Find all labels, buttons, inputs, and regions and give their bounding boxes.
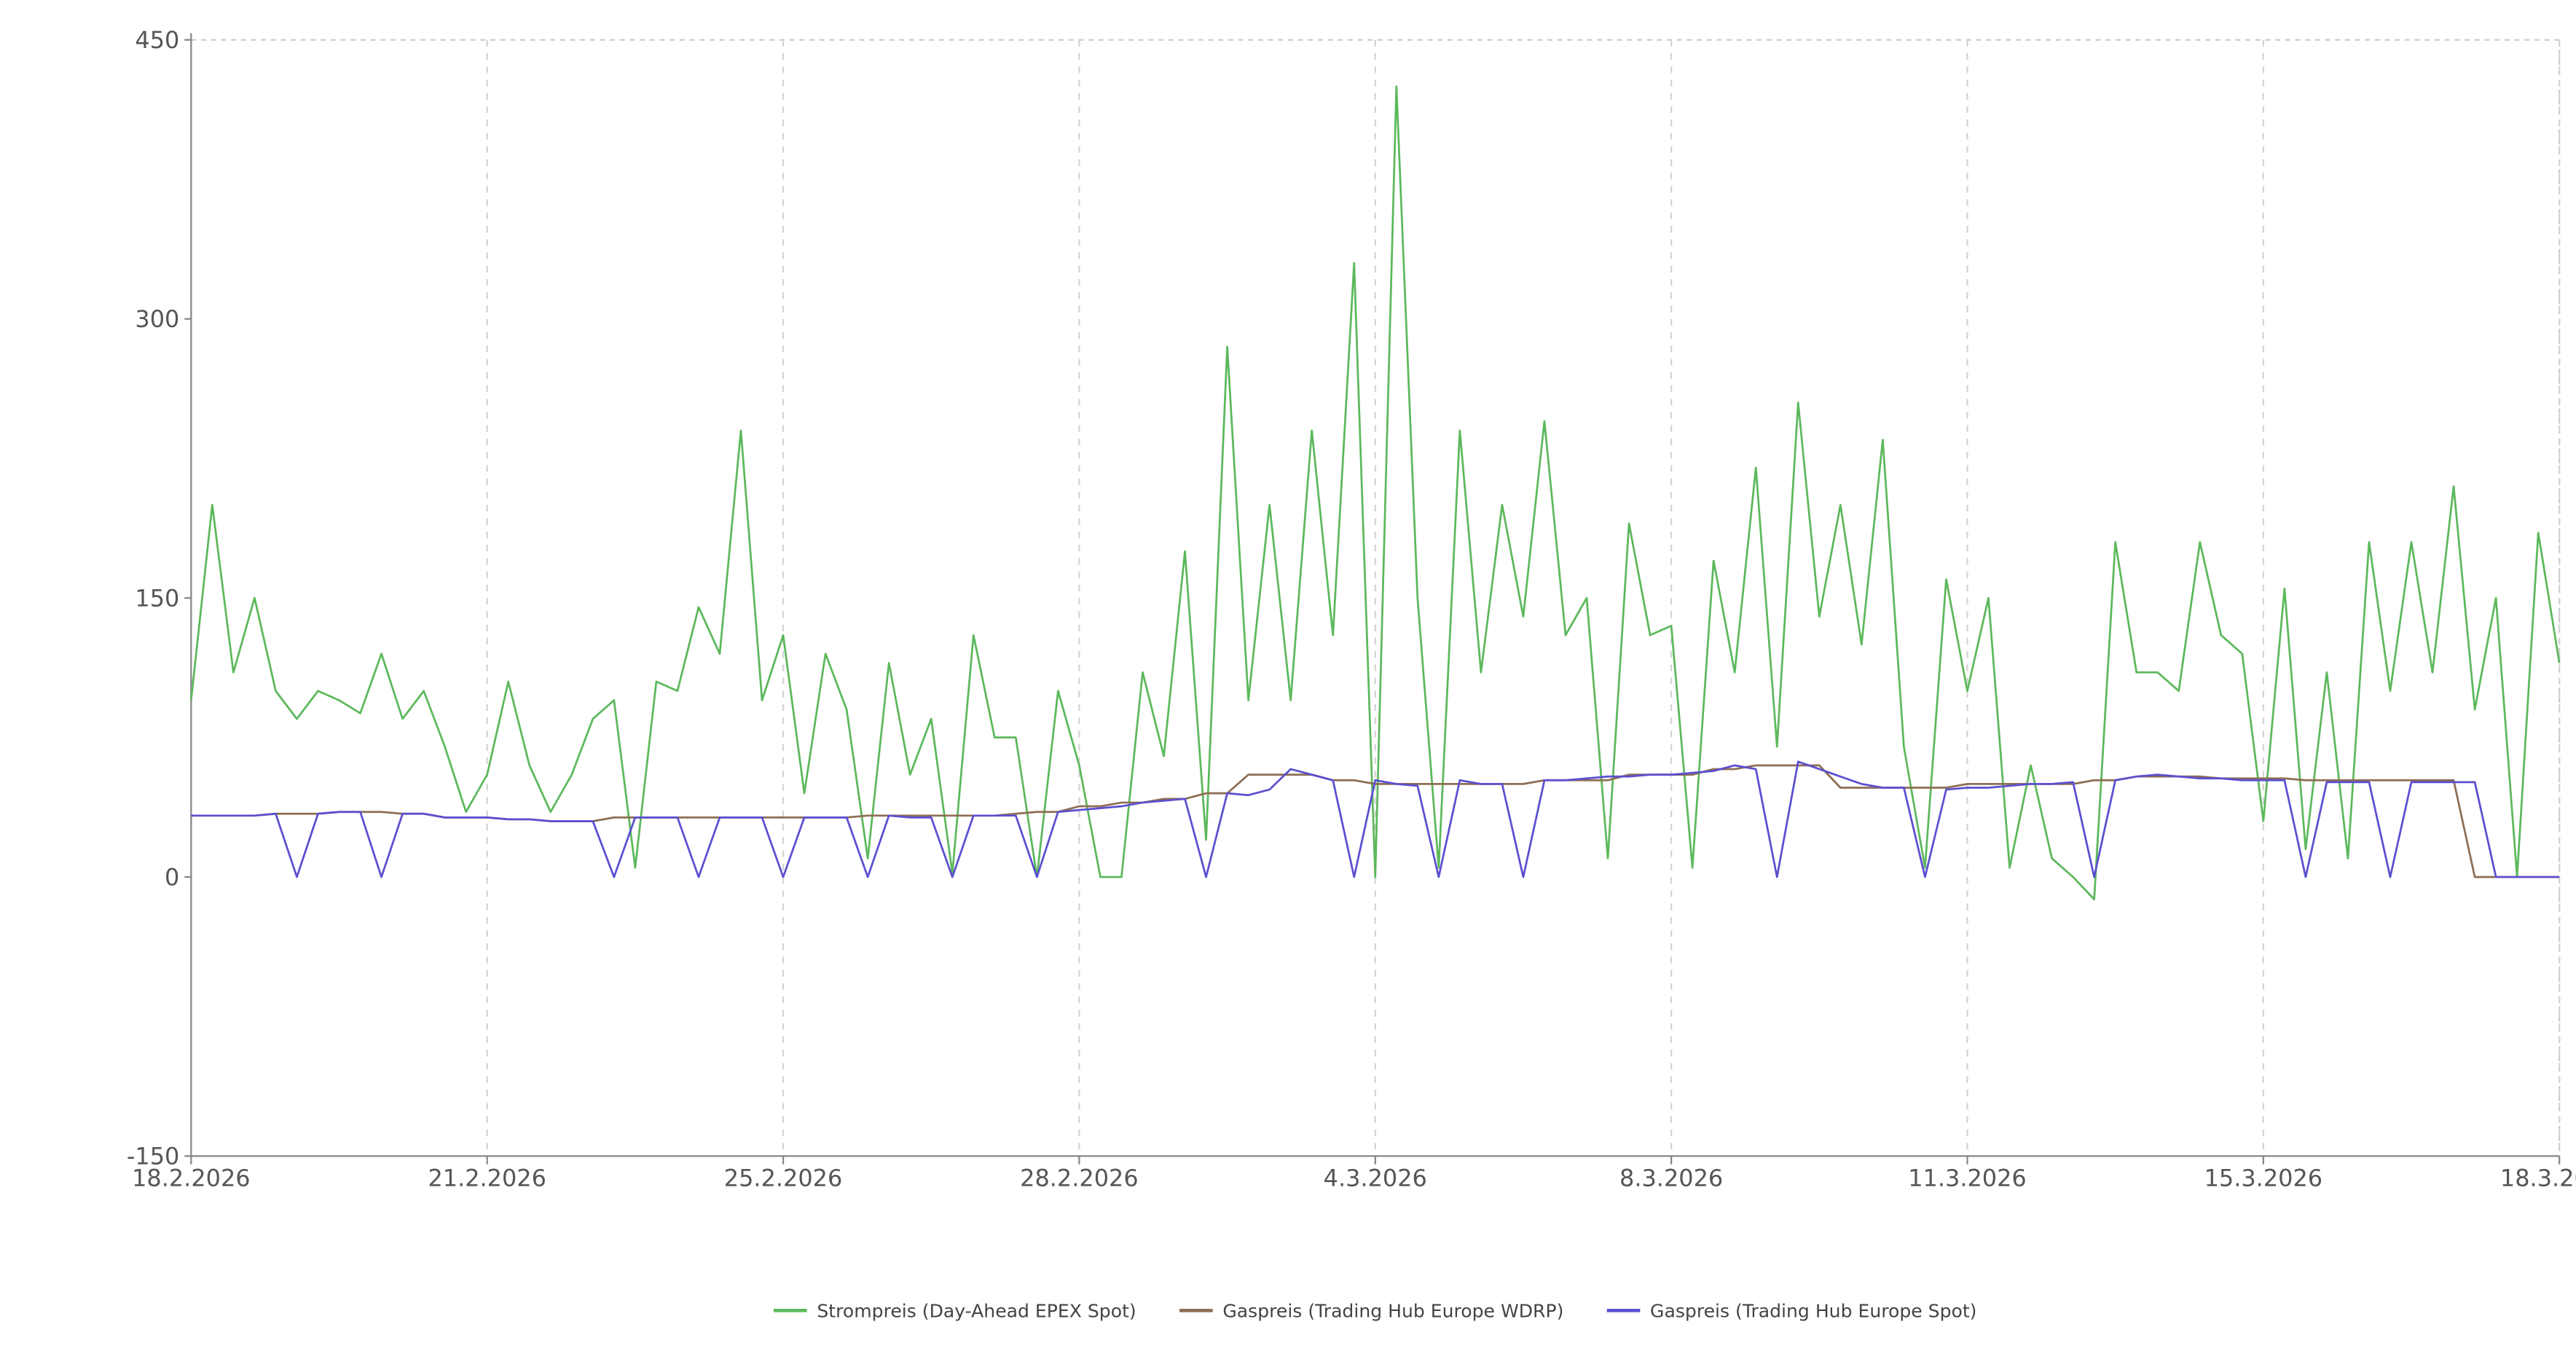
y-tick-label: 300 bbox=[135, 305, 179, 333]
data-line bbox=[189, 85, 2561, 901]
x-tick-label: 18.3.2026 bbox=[2500, 1164, 2576, 1192]
y-tick-label: 450 bbox=[135, 26, 179, 54]
x-tick-label: 25.2.2026 bbox=[724, 1164, 842, 1192]
x-tick-label: 11.3.2026 bbox=[1908, 1164, 2026, 1192]
legend-item: Gaspreis (Trading Hub Europe Spot) bbox=[1606, 1301, 1976, 1322]
x-tick-label: 15.3.2026 bbox=[2204, 1164, 2322, 1192]
x-tick-label: 4.3.2026 bbox=[1324, 1164, 1427, 1192]
y-tick-label: 0 bbox=[165, 864, 179, 891]
x-tick-label: 21.2.2026 bbox=[428, 1164, 546, 1192]
x-tick-label: 18.2.2026 bbox=[132, 1164, 250, 1192]
legend-label: Gaspreis (Trading Hub Europe WDRP) bbox=[1222, 1301, 1563, 1322]
legend: Strompreis (Day-Ahead EPEX Spot) Gaspreis… bbox=[774, 1301, 1976, 1322]
x-tick-label: 28.2.2026 bbox=[1020, 1164, 1138, 1192]
y-tick-label: 150 bbox=[135, 584, 179, 612]
legend-label: Gaspreis (Trading Hub Europe Spot) bbox=[1650, 1301, 1976, 1322]
x-tick-label: 8.3.2026 bbox=[1619, 1164, 1723, 1192]
legend-label: Strompreis (Day-Ahead EPEX Spot) bbox=[817, 1301, 1136, 1322]
legend-item: Strompreis (Day-Ahead EPEX Spot) bbox=[774, 1301, 1136, 1322]
y-tick-label: -150 bbox=[127, 1143, 179, 1170]
data-line bbox=[191, 760, 2560, 878]
legend-item: Gaspreis (Trading Hub Europe WDRP) bbox=[1179, 1301, 1563, 1322]
